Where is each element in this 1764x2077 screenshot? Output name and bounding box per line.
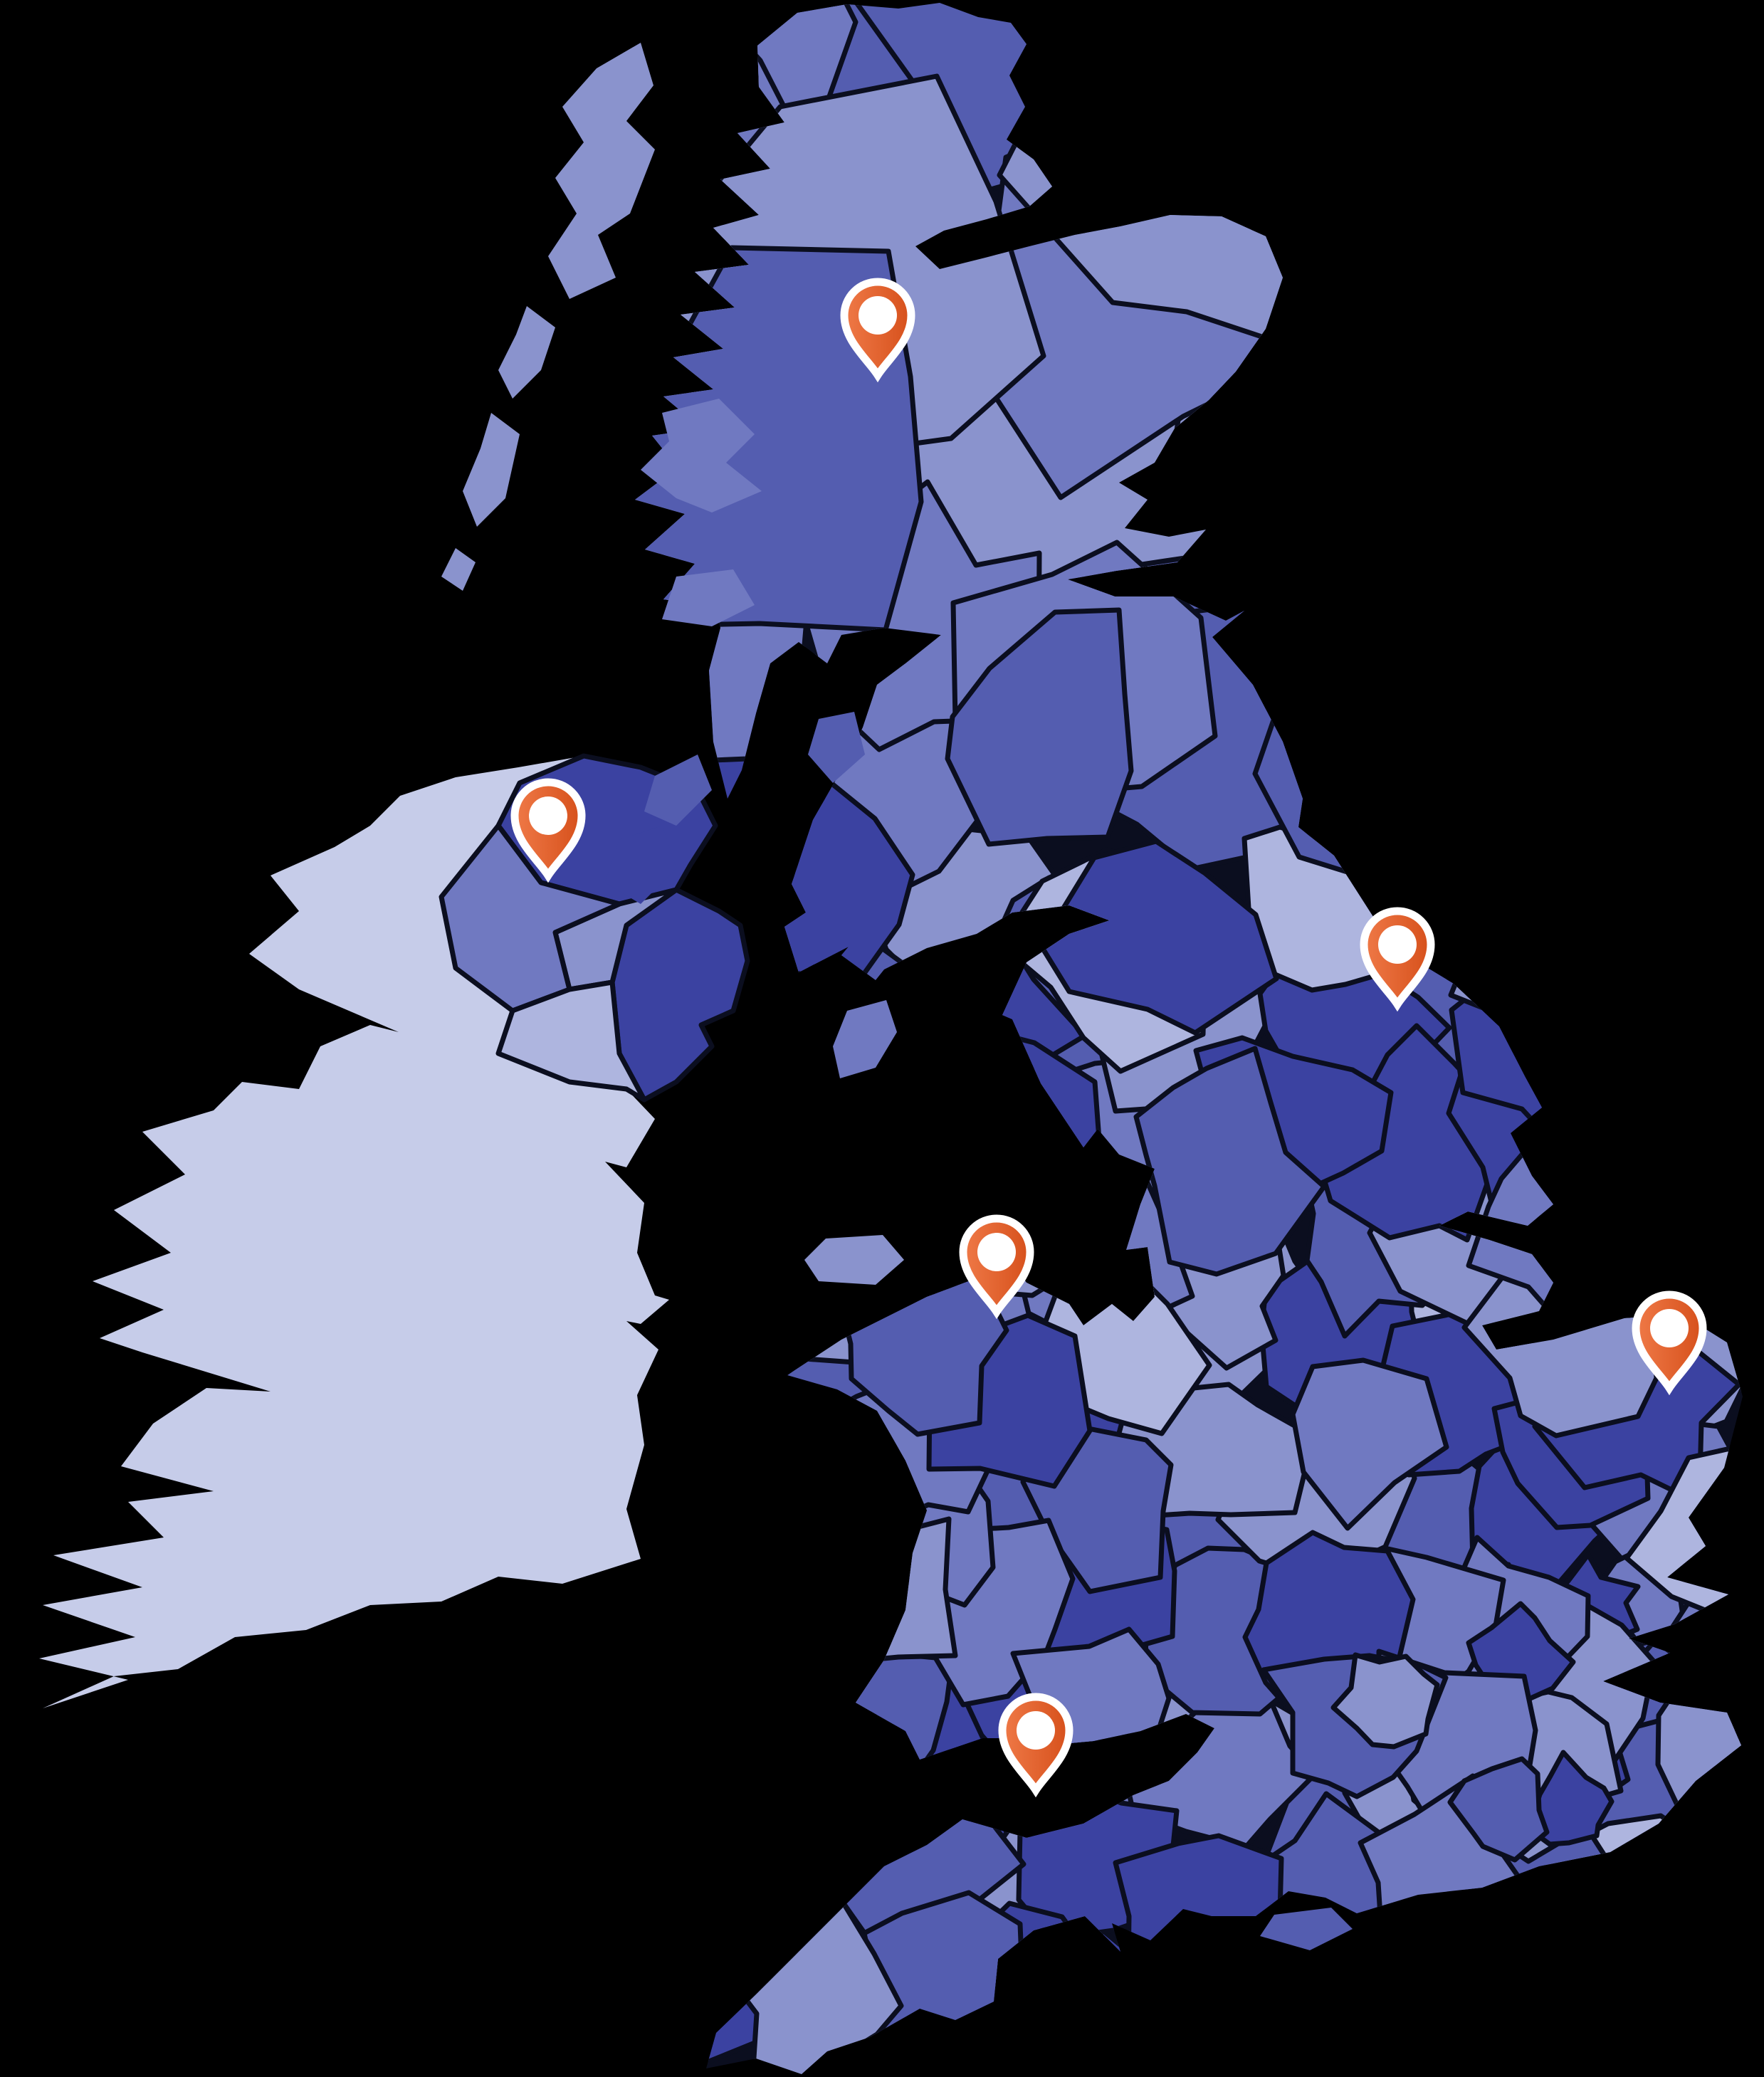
county-cell [1405, 169, 1743, 582]
island-south-uist [463, 413, 520, 527]
county-cell [1448, 830, 1648, 1041]
pin-center-dot-icon [529, 796, 567, 835]
county-cell [635, 1910, 688, 2054]
pin-wales[interactable] [959, 1214, 1034, 1320]
county-cell [635, 1532, 829, 1680]
county-cell [701, 1441, 860, 1610]
pin-center-dot-icon [859, 296, 897, 335]
county-cell [1148, 1930, 1317, 2074]
county-cell [813, 1516, 958, 1666]
county-cell [1402, 85, 1743, 401]
pin-south-west-england[interactable] [998, 1693, 1073, 1798]
county-cell [635, 1077, 819, 1254]
island-islay [605, 826, 676, 904]
county-cell [635, 1426, 782, 1593]
county-cell [1602, 764, 1743, 1004]
county-cell [1133, 1046, 1327, 1277]
county-cell [1424, 666, 1661, 957]
county-cell [1015, 1916, 1189, 2074]
county-cell [1113, 1833, 1284, 2021]
county-cell [1268, 483, 1489, 748]
pin-east-england[interactable] [1632, 1290, 1707, 1396]
ni-county-south [495, 979, 647, 1103]
pin-northern-ireland[interactable] [510, 778, 586, 883]
island-arran [808, 712, 865, 783]
pin-center-dot-icon [1017, 1711, 1055, 1750]
pin-north-east-england[interactable] [1360, 907, 1435, 1012]
county-cell [675, 1725, 861, 1900]
pin-scotland[interactable] [840, 278, 915, 383]
county-cell [635, 1710, 654, 1898]
island-skye [641, 399, 762, 512]
island-barra [441, 548, 476, 591]
island-lewis-harris [548, 43, 655, 299]
county-cell [635, 1825, 768, 1965]
county-cell [1038, 838, 1279, 1036]
island-isle-of-man [833, 1000, 897, 1078]
county-cell [705, 1512, 867, 1684]
county-cell [1565, 490, 1743, 762]
island-anglesey [804, 1235, 904, 1285]
county-cell [635, 1799, 703, 1962]
county-cell [861, 1890, 1037, 2058]
county-cell [1290, 1357, 1449, 1531]
county-cell [1655, 1644, 1743, 1812]
county-cell [1586, 1882, 1743, 2074]
county-cell [635, 1602, 777, 1789]
island-isle-of-wight [1260, 1908, 1353, 1950]
islands [441, 43, 1353, 1950]
county-cell [635, 1181, 797, 1362]
county-cell [1330, 1652, 1440, 1750]
island-north-uist [498, 306, 555, 399]
county-cell [1385, 1897, 1545, 2073]
county-cell [821, 1638, 956, 1804]
county-cell [1603, 932, 1743, 1097]
county-cell [1493, 1876, 1658, 2071]
county-cell [640, 1724, 809, 1896]
county-cell [1680, 1915, 1743, 2074]
county-cell [635, 1919, 772, 2064]
island-mull [662, 569, 755, 626]
county-cell [1581, 1060, 1743, 1235]
pin-center-dot-icon [977, 1233, 1016, 1271]
county-cell [1551, 1134, 1736, 1311]
county-cell [1447, 1756, 1550, 1863]
location-pins [510, 278, 1707, 1798]
pin-center-dot-icon [1378, 925, 1417, 964]
pin-center-dot-icon [1650, 1309, 1689, 1347]
county-cell [945, 607, 1134, 847]
county-cell [1584, 626, 1743, 897]
island-jura [644, 754, 712, 826]
county-cell [1639, 1836, 1743, 1989]
county-cell [1390, 3, 1743, 160]
county-cell [1416, 510, 1627, 753]
county-cell [1658, 1550, 1743, 1718]
county-cell [635, 1611, 694, 1810]
